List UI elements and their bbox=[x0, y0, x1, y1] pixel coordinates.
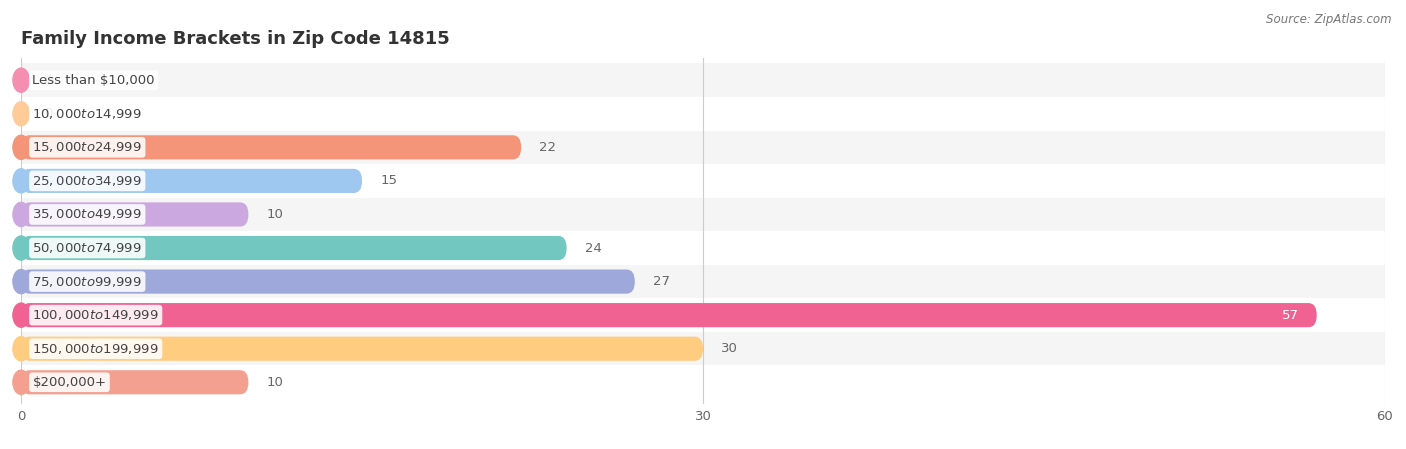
Text: $50,000 to $74,999: $50,000 to $74,999 bbox=[32, 241, 142, 255]
Circle shape bbox=[13, 370, 30, 394]
Text: 30: 30 bbox=[721, 342, 738, 355]
Bar bbox=[0, 265, 1406, 299]
Text: Source: ZipAtlas.com: Source: ZipAtlas.com bbox=[1267, 13, 1392, 26]
Text: 10: 10 bbox=[267, 376, 284, 389]
FancyBboxPatch shape bbox=[21, 269, 636, 294]
Text: Family Income Brackets in Zip Code 14815: Family Income Brackets in Zip Code 14815 bbox=[21, 31, 450, 48]
Bar bbox=[0, 97, 1406, 131]
Text: 15: 15 bbox=[380, 174, 398, 187]
Text: $150,000 to $199,999: $150,000 to $199,999 bbox=[32, 342, 159, 356]
Circle shape bbox=[13, 169, 30, 193]
Text: $35,000 to $49,999: $35,000 to $49,999 bbox=[32, 207, 142, 221]
Text: 10: 10 bbox=[267, 208, 284, 221]
Circle shape bbox=[13, 101, 30, 126]
Text: 57: 57 bbox=[1281, 308, 1299, 321]
FancyBboxPatch shape bbox=[21, 303, 1317, 327]
Bar bbox=[0, 365, 1406, 399]
Text: Less than $10,000: Less than $10,000 bbox=[32, 74, 155, 87]
Text: 24: 24 bbox=[585, 242, 602, 255]
Text: 27: 27 bbox=[652, 275, 671, 288]
Text: $75,000 to $99,999: $75,000 to $99,999 bbox=[32, 275, 142, 289]
Bar bbox=[0, 63, 1406, 97]
Bar bbox=[0, 299, 1406, 332]
Text: 0: 0 bbox=[44, 107, 52, 120]
Circle shape bbox=[13, 269, 30, 294]
Circle shape bbox=[13, 337, 30, 361]
FancyBboxPatch shape bbox=[21, 337, 703, 361]
Text: 0: 0 bbox=[44, 74, 52, 87]
Text: $200,000+: $200,000+ bbox=[32, 376, 107, 389]
Circle shape bbox=[13, 236, 30, 260]
FancyBboxPatch shape bbox=[21, 202, 249, 227]
Text: $15,000 to $24,999: $15,000 to $24,999 bbox=[32, 141, 142, 154]
Bar bbox=[0, 198, 1406, 231]
FancyBboxPatch shape bbox=[21, 236, 567, 260]
Circle shape bbox=[13, 202, 30, 227]
FancyBboxPatch shape bbox=[21, 135, 522, 159]
Circle shape bbox=[13, 303, 30, 327]
FancyBboxPatch shape bbox=[21, 370, 249, 394]
Text: 22: 22 bbox=[540, 141, 557, 154]
Bar bbox=[0, 164, 1406, 198]
Bar bbox=[0, 231, 1406, 265]
Text: $10,000 to $14,999: $10,000 to $14,999 bbox=[32, 107, 142, 121]
FancyBboxPatch shape bbox=[21, 169, 363, 193]
Text: $25,000 to $34,999: $25,000 to $34,999 bbox=[32, 174, 142, 188]
Circle shape bbox=[13, 68, 30, 92]
Text: $100,000 to $149,999: $100,000 to $149,999 bbox=[32, 308, 159, 322]
Bar bbox=[0, 131, 1406, 164]
Bar bbox=[0, 332, 1406, 365]
Circle shape bbox=[13, 135, 30, 159]
